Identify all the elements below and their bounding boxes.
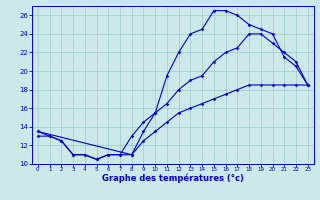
X-axis label: Graphe des températures (°c): Graphe des températures (°c) xyxy=(102,174,244,183)
